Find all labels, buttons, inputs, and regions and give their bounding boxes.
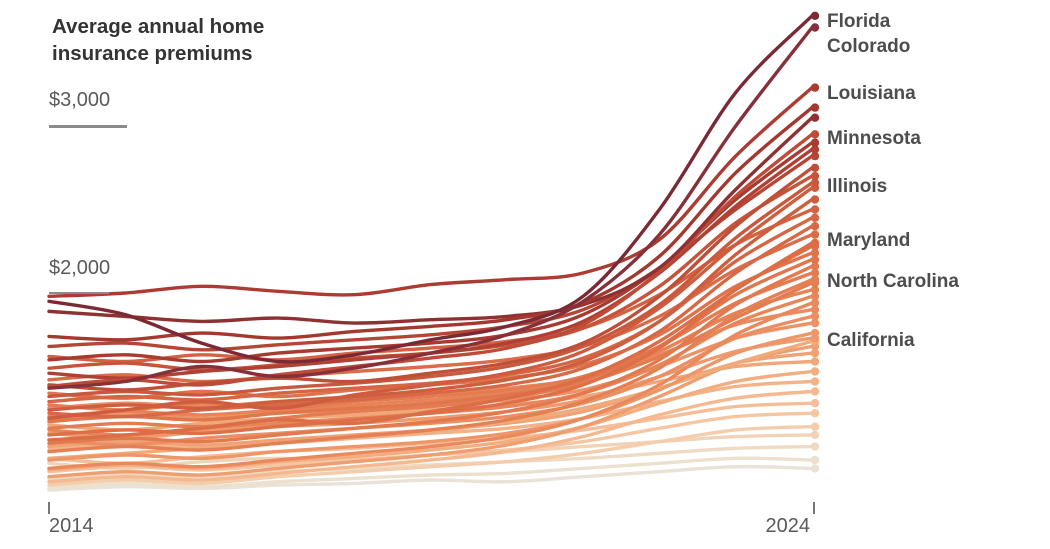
line-end-dot [810, 163, 820, 172]
premium-line-unlabeled [47, 344, 814, 479]
line-end-dot [810, 312, 820, 321]
premium-line-unlabeled [47, 301, 814, 471]
line-end-dot [810, 205, 820, 214]
state-label-illinois: Illinois [827, 176, 888, 197]
line-end-dot [810, 230, 820, 239]
line-end-dot [810, 292, 820, 301]
line-end-dot [810, 464, 820, 473]
line-end-dot [810, 138, 820, 147]
premium-line-unlabeled [47, 197, 814, 412]
line-end-dot [810, 357, 820, 366]
premium-line-unlabeled [47, 116, 814, 325]
line-end-dot [810, 262, 820, 271]
premium-line-unlabeled [47, 456, 814, 491]
line-end-dot [810, 387, 820, 396]
premium-line-unlabeled [47, 277, 814, 454]
premium-line-unlabeled [47, 424, 814, 487]
line-end-dot [810, 151, 820, 161]
line-end-dot [810, 222, 820, 231]
line-end-dot [810, 367, 820, 376]
state-label-north-carolina: North Carolina [827, 271, 959, 292]
line-end-dot-florida [810, 11, 820, 20]
line-end-dot [810, 305, 820, 314]
line-end-dot-minnesota [810, 130, 820, 139]
line-end-dot-louisiana [810, 83, 820, 92]
premium-line-unlabeled [47, 389, 814, 484]
premium-line-unlabeled [47, 181, 814, 399]
y-axis-tick-rule-3000 [49, 125, 127, 128]
line-end-dot [810, 145, 820, 154]
premium-line-louisiana [47, 85, 814, 299]
premium-line-unlabeled [47, 207, 814, 364]
line-end-dot [810, 275, 820, 284]
x-axis-label-2024: 2024 [765, 515, 811, 537]
state-label-florida: Florida [827, 11, 891, 32]
premium-line-illinois [47, 186, 814, 420]
line-end-dot [810, 430, 820, 440]
premium-line-unlabeled [47, 369, 814, 472]
y-axis-tick-label-3000: $3,000 [49, 89, 111, 111]
line-end-dot [810, 195, 820, 204]
premium-line-florida [47, 14, 814, 364]
state-label-california: California [827, 330, 915, 351]
state-label-maryland: Maryland [827, 230, 911, 251]
line-end-dot [810, 328, 820, 338]
line-end-dot [810, 285, 820, 294]
line-end-dot [810, 103, 820, 112]
premium-line-unlabeled [47, 244, 814, 437]
line-end-dot [810, 442, 820, 451]
line-end-dot [810, 409, 820, 418]
line-end-dot [810, 348, 820, 358]
line-end-dot [810, 248, 820, 258]
line-end-dot [810, 268, 820, 278]
x-axis-tick-2014 [48, 502, 50, 514]
x-axis-label-2014: 2014 [49, 515, 94, 537]
premium-line-unlabeled [47, 264, 814, 445]
premium-line-unlabeled [47, 288, 814, 419]
premium-line-unlabeled [47, 105, 814, 342]
x-axis-tick-2024 [813, 502, 815, 514]
line-end-dot [810, 213, 820, 222]
premium-line-minnesota [47, 132, 814, 389]
premium-line-unlabeled [47, 224, 814, 419]
y-axis-tick-label-2000: $2,000 [49, 257, 111, 279]
premium-line-north-carolina [47, 281, 814, 430]
state-label-minnesota: Minnesota [827, 128, 921, 149]
line-end-dot-maryland [810, 238, 820, 248]
line-end-dot [810, 377, 820, 386]
line-end-dot [810, 399, 820, 408]
line-end-dot-colorado [810, 23, 820, 32]
line-end-dot [810, 422, 820, 431]
chart-title: Average annual home insurance premiums [52, 15, 265, 65]
state-label-colorado: Colorado [827, 36, 911, 57]
y-axis-tick-rule-2000 [49, 291, 109, 294]
line-end-dot [810, 455, 820, 465]
premium-line-maryland [47, 241, 814, 442]
line-end-dot [810, 255, 820, 264]
line-end-dot [810, 113, 820, 122]
premium-line-unlabeled [47, 464, 814, 492]
premium-line-unlabeled [47, 331, 814, 462]
line-end-dot [810, 298, 820, 308]
line-end-dot [810, 318, 820, 328]
line-end-dot [810, 178, 820, 187]
state-label-louisiana: Louisiana [827, 83, 916, 104]
premium-line-colorado [47, 25, 814, 390]
line-end-dot [810, 171, 820, 181]
